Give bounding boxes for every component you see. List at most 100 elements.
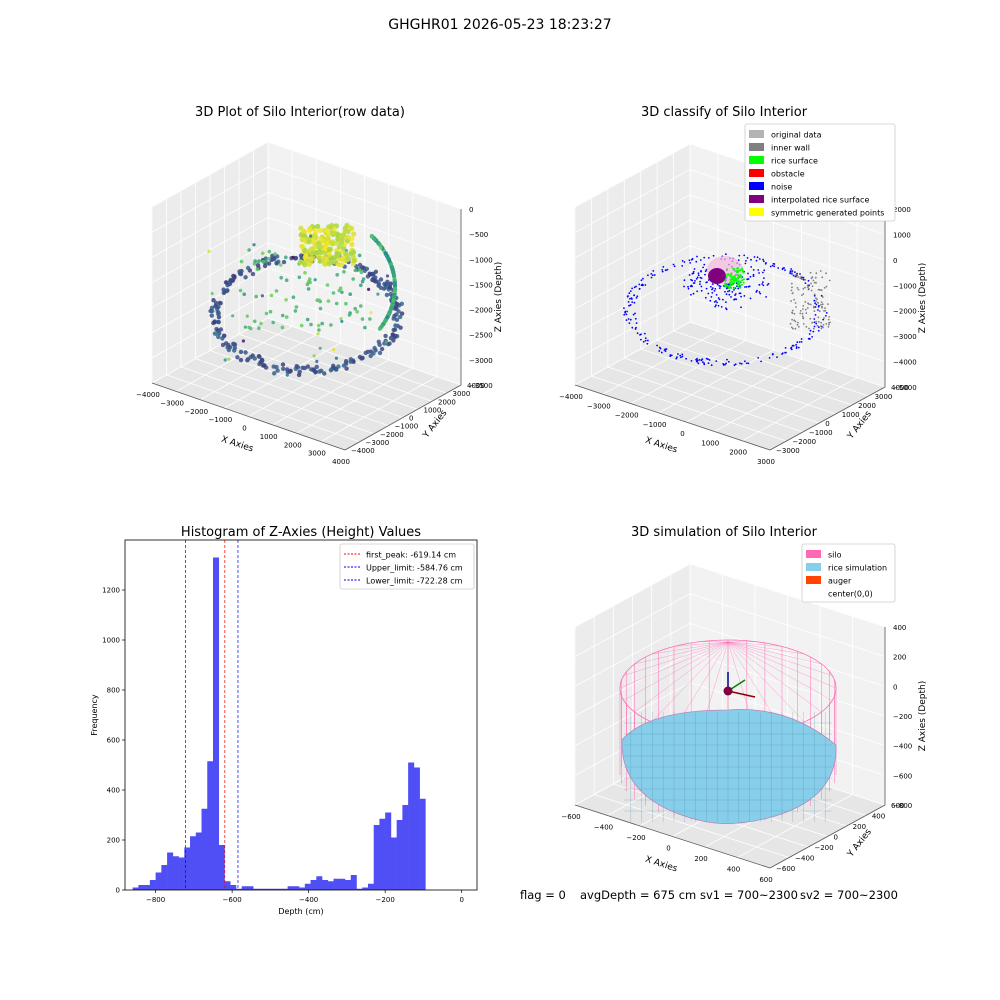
data-point bbox=[345, 234, 351, 240]
inner-wall-point bbox=[802, 305, 805, 307]
y-tick-label: −4000 bbox=[351, 447, 375, 455]
data-point bbox=[308, 280, 312, 285]
noise-point bbox=[633, 294, 635, 296]
noise-point bbox=[641, 283, 644, 286]
y-tick-label: 3000 bbox=[875, 393, 893, 401]
data-point bbox=[309, 234, 313, 238]
silo-roof-wire bbox=[727, 641, 783, 647]
x-tick-label: 2000 bbox=[729, 449, 747, 457]
inner-wall-point bbox=[810, 289, 813, 292]
inner-wall-point bbox=[821, 303, 824, 306]
x-tick-label: 2000 bbox=[284, 441, 302, 449]
inner-wall-point bbox=[817, 288, 820, 291]
histogram-bar bbox=[333, 878, 340, 890]
x-tick-label: 0 bbox=[242, 425, 246, 433]
legend-label: obstacle bbox=[771, 170, 805, 179]
data-point bbox=[267, 249, 272, 254]
data-point bbox=[392, 295, 397, 300]
noise-point bbox=[634, 312, 636, 315]
inner-wall-point bbox=[791, 286, 793, 289]
silo-roof-wire bbox=[673, 641, 729, 647]
y-axis-label: Y Axies bbox=[845, 827, 874, 860]
data-point bbox=[348, 359, 353, 364]
data-point bbox=[307, 255, 313, 262]
inner-wall-point bbox=[816, 298, 818, 301]
data-point bbox=[335, 231, 341, 238]
y-tick-label: −2000 bbox=[380, 431, 404, 439]
grid-line bbox=[224, 341, 418, 410]
data-point bbox=[243, 275, 248, 280]
histogram-bar bbox=[310, 880, 317, 890]
noise-point bbox=[700, 285, 703, 288]
data-point bbox=[280, 362, 286, 367]
x-tick-label: −2000 bbox=[184, 408, 208, 416]
panel-title: 3D classify of Silo Interior bbox=[641, 105, 808, 120]
legend bbox=[339, 543, 475, 590]
legend-label: inner wall bbox=[771, 144, 810, 153]
y-tick-label: 0 bbox=[116, 887, 120, 895]
noise-point bbox=[706, 281, 708, 283]
inner-wall-point bbox=[819, 270, 822, 272]
noise-point bbox=[715, 294, 718, 296]
histogram-bar bbox=[299, 887, 306, 890]
data-point bbox=[303, 271, 307, 275]
data-point bbox=[378, 277, 384, 282]
data-point bbox=[299, 243, 305, 249]
inner-wall-point bbox=[794, 320, 797, 323]
noise-point bbox=[814, 306, 817, 308]
noise-point bbox=[690, 293, 692, 296]
noise-point bbox=[713, 301, 716, 303]
z-tick-label: −1500 bbox=[469, 281, 493, 289]
noise-point bbox=[625, 319, 628, 321]
noise-point bbox=[692, 270, 695, 273]
noise-point bbox=[731, 291, 734, 293]
noise-point bbox=[794, 271, 796, 273]
noise-point bbox=[800, 338, 803, 340]
histogram-bar bbox=[287, 886, 294, 890]
rice-surface-point bbox=[723, 284, 726, 287]
legend-swatch bbox=[749, 169, 764, 177]
grid-line bbox=[267, 141, 462, 210]
y-tick-label: −1000 bbox=[395, 423, 419, 431]
data-point bbox=[359, 356, 364, 361]
x-tick-label: 1000 bbox=[260, 433, 278, 441]
noise-point bbox=[733, 298, 735, 301]
data-point bbox=[221, 290, 226, 296]
data-point bbox=[284, 255, 288, 260]
inner-wall-point bbox=[809, 317, 812, 320]
noise-point bbox=[639, 334, 641, 336]
inner-wall-point bbox=[797, 288, 800, 291]
noise-point bbox=[813, 321, 816, 324]
rice-surface-point bbox=[739, 274, 742, 277]
rice-surface-point bbox=[731, 275, 733, 278]
histogram-bar bbox=[270, 888, 277, 890]
data-point bbox=[348, 292, 353, 297]
data-point bbox=[266, 261, 272, 266]
data-point bbox=[388, 308, 393, 313]
noise-point bbox=[697, 274, 700, 277]
inner-wall-point bbox=[820, 327, 823, 330]
histogram-bar bbox=[276, 888, 283, 890]
noise-point bbox=[758, 258, 761, 260]
grid-line bbox=[166, 374, 360, 443]
z-axis-label: Z Axies (Depth) bbox=[494, 262, 504, 333]
noise-point bbox=[733, 364, 736, 367]
histogram-bar bbox=[402, 805, 409, 890]
inner-wall-point bbox=[802, 293, 805, 295]
legend-swatch bbox=[749, 143, 764, 151]
data-point bbox=[393, 286, 397, 291]
data-point bbox=[379, 346, 385, 352]
data-point bbox=[332, 259, 338, 265]
noise-point bbox=[650, 273, 653, 275]
inner-wall-point bbox=[815, 320, 817, 323]
data-point bbox=[297, 369, 302, 374]
data-point bbox=[238, 288, 243, 293]
legend-label: rice simulation bbox=[828, 564, 887, 573]
noise-point bbox=[734, 363, 737, 366]
x-tick-label: 0 bbox=[666, 845, 670, 853]
footer-flag: flag = 0 bbox=[520, 888, 566, 902]
noise-point bbox=[640, 338, 642, 341]
grid-line bbox=[689, 321, 886, 388]
noise-point bbox=[768, 357, 771, 359]
noise-point bbox=[687, 285, 689, 288]
